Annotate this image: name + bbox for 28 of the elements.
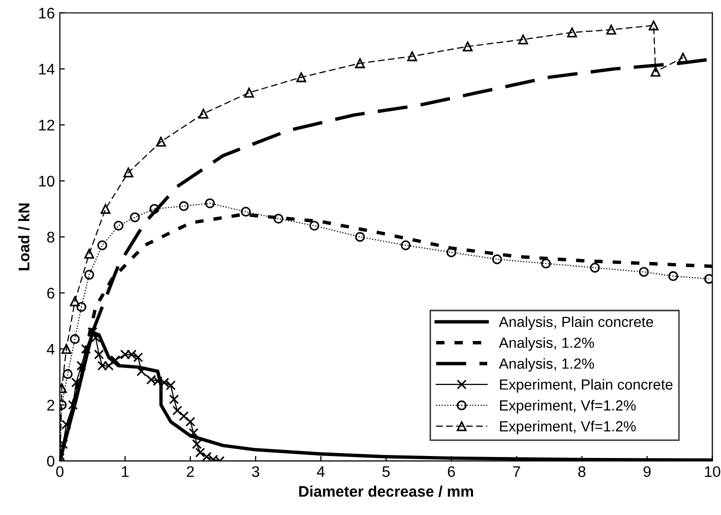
x-tick-label: 6 bbox=[448, 466, 455, 478]
legend-label: Analysis, 1.2% bbox=[498, 337, 594, 351]
y-tick-label: 2 bbox=[47, 400, 54, 410]
y-tick-label: 4 bbox=[46, 344, 55, 354]
x-tick-label: 9 bbox=[644, 466, 651, 478]
x-tick-label: 10 bbox=[705, 466, 720, 478]
legend-label: Experiment, Vf=1.2% bbox=[500, 420, 636, 434]
legend-label: Analysis, Plain concrete bbox=[498, 316, 654, 330]
x-tick-label: 8 bbox=[578, 466, 586, 478]
x-tick-label: 5 bbox=[382, 466, 390, 478]
x-axis-title: Diameter decrease / mm bbox=[299, 486, 474, 497]
y-tick-label: 10 bbox=[39, 176, 54, 187]
y-tick-label: 12 bbox=[39, 120, 54, 130]
x-tick-label: 0 bbox=[56, 466, 64, 478]
y-tick-label: 8 bbox=[47, 232, 54, 243]
y-tick-label: 14 bbox=[39, 64, 55, 74]
x-tick-label: 3 bbox=[252, 466, 260, 478]
x-tick-label: 2 bbox=[186, 466, 194, 477]
x-tick-label: 4 bbox=[316, 466, 325, 477]
y-axis-title: Load / kN bbox=[18, 204, 30, 270]
y-tick-label: 16 bbox=[39, 8, 54, 19]
x-tick-label: 1 bbox=[122, 466, 129, 477]
legend-label: Analysis, 1.2% bbox=[498, 358, 594, 372]
legend-label: Experiment, Vf=1.2% bbox=[500, 400, 636, 414]
y-tick-label: 0 bbox=[47, 456, 54, 467]
y-tick-label: 6 bbox=[47, 288, 54, 299]
x-tick-label: 7 bbox=[513, 466, 520, 477]
legend-label: Experiment, Plain concrete bbox=[500, 378, 672, 393]
